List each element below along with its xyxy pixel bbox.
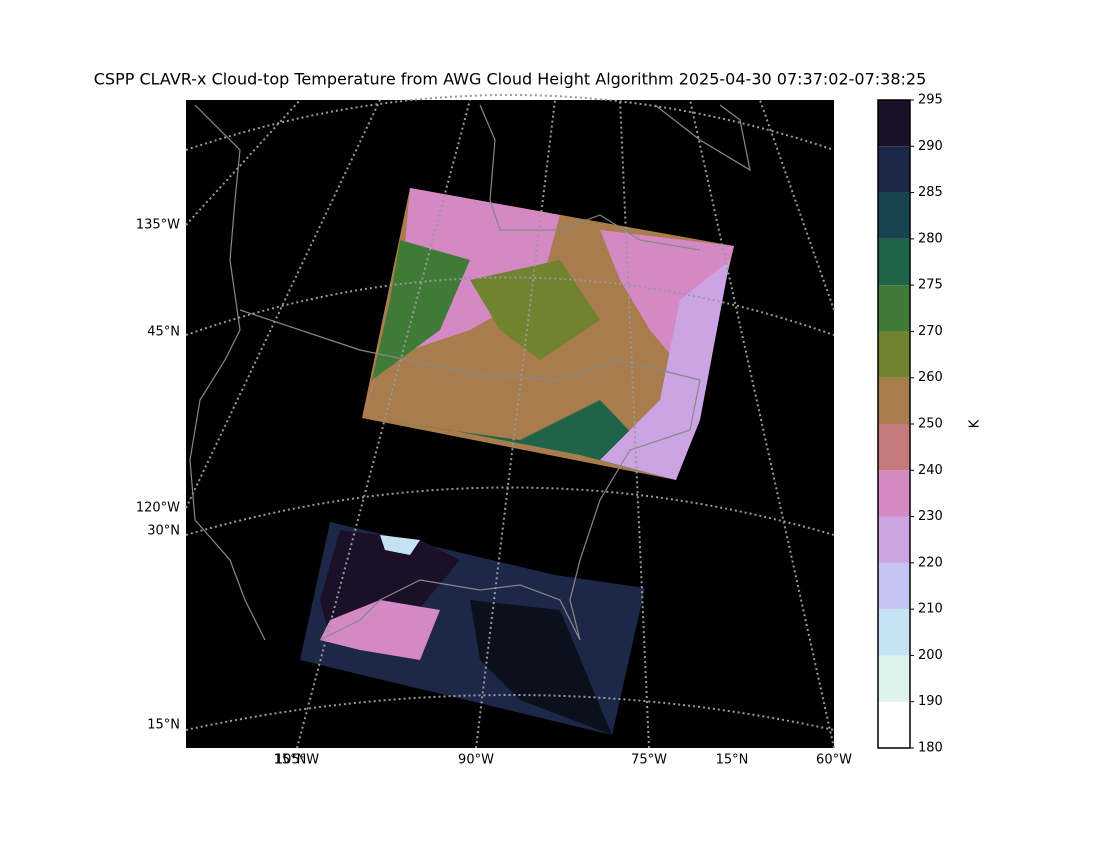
lat-lon-label: 135°W	[136, 218, 180, 233]
cloud-patch	[372, 240, 470, 380]
title: CSPP CLAVR-x Cloud-top Temperature from …	[94, 70, 927, 89]
cloud-patch	[470, 260, 600, 360]
colorbar-segment	[878, 192, 910, 239]
colorbar-tick-label: 270	[918, 324, 943, 339]
colorbar-tick-label: 220	[918, 555, 943, 570]
colorbar-label: K	[968, 419, 983, 428]
colorbar-tick-label: 290	[918, 139, 943, 154]
graticule-line	[185, 694, 835, 731]
colorbar-segment	[878, 146, 910, 193]
lat-lon-label: 30°N	[147, 524, 180, 539]
colorbar-segment	[878, 100, 910, 147]
coastline	[654, 104, 751, 172]
colorbar-segment	[878, 238, 910, 286]
colorbar-segment	[878, 701, 910, 748]
colorbar-tick-label: 250	[918, 417, 943, 432]
colorbar-tick-label: 285	[918, 185, 943, 200]
graticule-line	[296, 99, 471, 749]
graticule-line	[185, 276, 835, 336]
colorbar-segment	[878, 331, 910, 378]
colorbar-tick-label: 260	[918, 370, 943, 385]
colorbar-tick-label: 240	[918, 463, 943, 478]
coastlines	[189, 104, 751, 641]
colorbar-segment	[878, 609, 910, 656]
graticule-line	[475, 99, 556, 749]
map	[185, 94, 835, 749]
colorbar-segment	[878, 285, 910, 332]
lat-lon-label: 15°N	[716, 753, 749, 768]
lat-lon-label: 105°W	[275, 753, 319, 768]
cloud-patch	[470, 600, 612, 735]
lat-lon-label: 45°N	[147, 325, 180, 340]
colorbar-tick-label: 200	[918, 648, 943, 663]
colorbar-tick-label: 280	[918, 231, 943, 246]
cloud-patch	[600, 260, 730, 480]
cloud-patch	[380, 535, 420, 555]
colorbar-tick-label: 230	[918, 509, 943, 524]
lat-lon-label: 75°W	[631, 753, 667, 768]
colorbar-segment	[878, 655, 910, 702]
colorbar-tick-label: 180	[918, 741, 943, 756]
lat-lon-label: 60°W	[816, 753, 852, 768]
colorbar-segment	[878, 470, 910, 517]
cloud-patch	[362, 400, 676, 480]
colorbar-tick-label: 295	[918, 93, 943, 108]
graticule	[185, 94, 835, 749]
colorbar-segment	[878, 516, 910, 563]
graticule-line	[185, 99, 301, 226]
graticule-line	[185, 99, 381, 509]
colorbar-segment	[878, 424, 910, 471]
lat-lon-label: 120°W	[136, 501, 180, 516]
lat-lon-label: 15°N	[274, 753, 307, 768]
lat-lon-label: 90°W	[458, 753, 494, 768]
coastline	[479, 104, 701, 251]
coastline	[189, 104, 266, 641]
graticule-line	[689, 99, 835, 749]
colorbar-segment	[878, 562, 910, 610]
colorbar-tick-label: 190	[918, 694, 943, 709]
colorbar-segment	[878, 377, 910, 424]
coastline	[239, 309, 701, 641]
imagery	[300, 188, 734, 735]
colorbar-tick-label: 275	[918, 278, 943, 293]
graticule-line	[759, 99, 835, 311]
lat-lon-label: 15°N	[147, 718, 180, 733]
graticule-line	[619, 99, 650, 749]
colorbar-tick-label: 210	[918, 602, 943, 617]
cloud-patch	[320, 600, 440, 660]
